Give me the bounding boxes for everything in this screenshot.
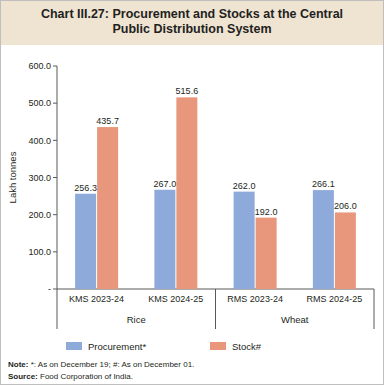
frame [1, 1, 384, 385]
y-tick-label: - [48, 284, 51, 294]
title: Chart III.27: Procurement and Stocks at … [41, 7, 343, 36]
bar [313, 190, 334, 289]
title-band [1, 1, 383, 45]
legend-label: Procurement* [88, 341, 146, 352]
title-line: Chart III.27: Procurement and Stocks at … [41, 7, 343, 21]
bar [176, 97, 197, 289]
title-line: Public Distribution System [112, 22, 271, 36]
y-tick [53, 177, 57, 178]
bar [75, 194, 96, 289]
group-label: Rice [127, 314, 146, 325]
x-tick-label: KMS 2023-24 [69, 294, 124, 304]
y-tick-label: 200.0 [28, 210, 51, 220]
source: Source: Food Corporation of India. [8, 372, 133, 381]
y-tick [53, 66, 57, 67]
y-axis-label: Lakh tonnes [7, 151, 18, 203]
legend-swatch [210, 342, 226, 350]
data-label: 515.6 [176, 86, 199, 96]
bar [97, 127, 118, 289]
y-tick-label: 300.0 [28, 173, 51, 183]
group-separator [57, 289, 58, 329]
note: Note: *: As on December 19; #: As on Dec… [8, 360, 194, 369]
data-label: 266.1 [312, 179, 335, 189]
y-tick-label: 400.0 [28, 136, 51, 146]
data-labels: 256.3 267.0 262.0 266.1 435.7 515.6 192.0 206.0 [74, 86, 356, 216]
bar [256, 218, 277, 289]
data-label: 206.0 [334, 201, 357, 211]
group-label: Wheat [281, 314, 309, 325]
data-label: 256.3 [74, 183, 97, 193]
data-label: 192.0 [255, 207, 278, 217]
y-tick-label: 500.0 [28, 98, 51, 108]
y-tick-label: 600.0 [28, 61, 51, 71]
legend-label: Stock# [232, 341, 262, 352]
bar [234, 192, 255, 289]
data-label: 267.0 [154, 179, 177, 189]
y-tick [53, 103, 57, 104]
bar [154, 190, 175, 289]
y-tick [53, 251, 57, 252]
data-label: 435.7 [96, 116, 119, 126]
bars [75, 97, 356, 289]
data-label: 262.0 [233, 181, 256, 191]
y-tick-label: 100.0 [28, 247, 51, 257]
chart: Chart III.27: Procurement and Stocks at … [0, 0, 384, 385]
y-tick [53, 214, 57, 215]
x-tick-label: RMS 2024-25 [307, 294, 363, 304]
group-separator [374, 289, 375, 329]
group-separator [215, 289, 216, 329]
x-tick-label: RMS 2023-24 [227, 294, 283, 304]
legend-swatch [66, 342, 82, 350]
y-tick [53, 289, 57, 290]
y-tick [53, 140, 57, 141]
bar [335, 212, 356, 289]
x-tick-label: KMS 2024-25 [148, 294, 203, 304]
